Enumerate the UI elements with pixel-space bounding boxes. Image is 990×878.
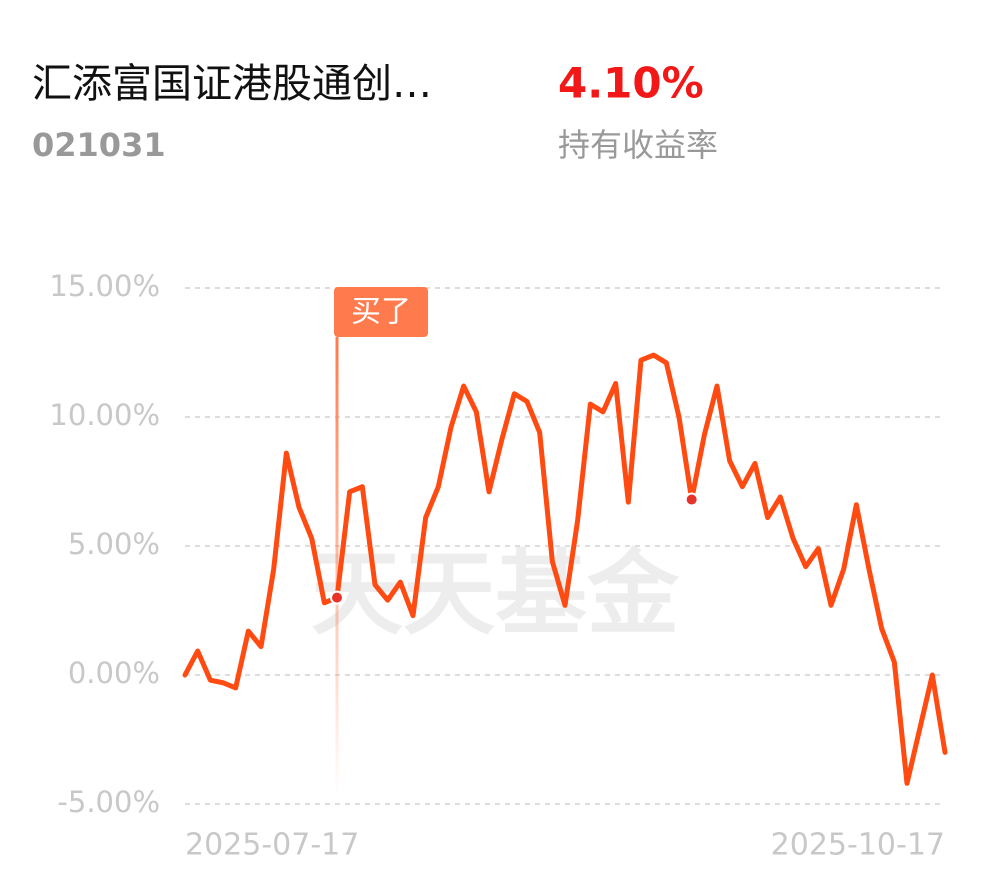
return-value: 4.10% xyxy=(558,59,704,108)
x-tick-label: 2025-10-17 xyxy=(771,828,945,863)
fund-code: 021031 xyxy=(32,126,166,164)
y-tick-label: 5.00% xyxy=(68,527,160,561)
fund-name: 汇添富国证港股通创… xyxy=(32,61,432,107)
price-line xyxy=(182,352,948,786)
return-label: 持有收益率 xyxy=(558,126,718,164)
y-tick-label: 10.00% xyxy=(49,398,160,432)
point-marker xyxy=(684,492,699,507)
annotation-label: 买了 xyxy=(351,295,411,330)
annotation-box xyxy=(334,287,428,337)
y-tick-label: -5.00% xyxy=(57,785,160,819)
annotation-line xyxy=(335,337,339,797)
point-marker xyxy=(330,590,344,605)
x-tick-label: 2025-07-17 xyxy=(185,828,359,863)
y-tick-label: 15.00% xyxy=(49,269,160,303)
watermark: 天天基金 xyxy=(311,540,680,647)
y-tick-label: 0.00% xyxy=(68,656,160,690)
